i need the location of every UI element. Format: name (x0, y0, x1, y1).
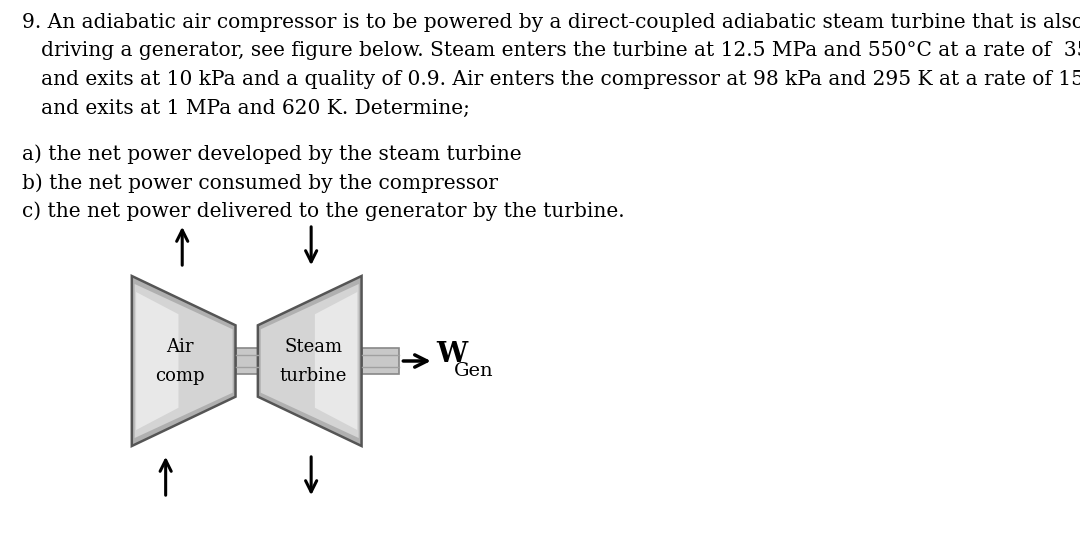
Polygon shape (135, 284, 232, 438)
Polygon shape (260, 284, 359, 438)
Text: driving a generator, see figure below. Steam enters the turbine at 12.5 MPa and : driving a generator, see figure below. S… (22, 42, 1080, 61)
Bar (235, 348, 258, 374)
Text: c) the net power delivered to the generator by the turbine.: c) the net power delivered to the genera… (22, 201, 624, 221)
Polygon shape (315, 292, 357, 430)
Text: a) the net power developed by the steam turbine: a) the net power developed by the steam … (22, 144, 522, 164)
Text: turbine: turbine (280, 367, 347, 385)
Polygon shape (136, 292, 178, 430)
Polygon shape (258, 276, 362, 446)
Text: and exits at 1 MPa and 620 K. Determine;: and exits at 1 MPa and 620 K. Determine; (22, 99, 470, 117)
Text: W: W (436, 341, 468, 367)
Polygon shape (132, 276, 235, 446)
Text: Gen: Gen (454, 362, 494, 380)
Bar (362, 348, 399, 374)
Text: Air: Air (166, 338, 193, 356)
Text: b) the net power consumed by the compressor: b) the net power consumed by the compres… (22, 173, 498, 192)
Text: 9. An adiabatic air compressor is to be powered by a direct-coupled adiabatic st: 9. An adiabatic air compressor is to be … (22, 13, 1080, 32)
Text: and exits at 10 kPa and a quality of 0.9. Air enters the compressor at 98 kPa an: and exits at 10 kPa and a quality of 0.9… (22, 70, 1080, 89)
Text: comp: comp (156, 367, 205, 385)
Text: Steam: Steam (284, 338, 342, 356)
